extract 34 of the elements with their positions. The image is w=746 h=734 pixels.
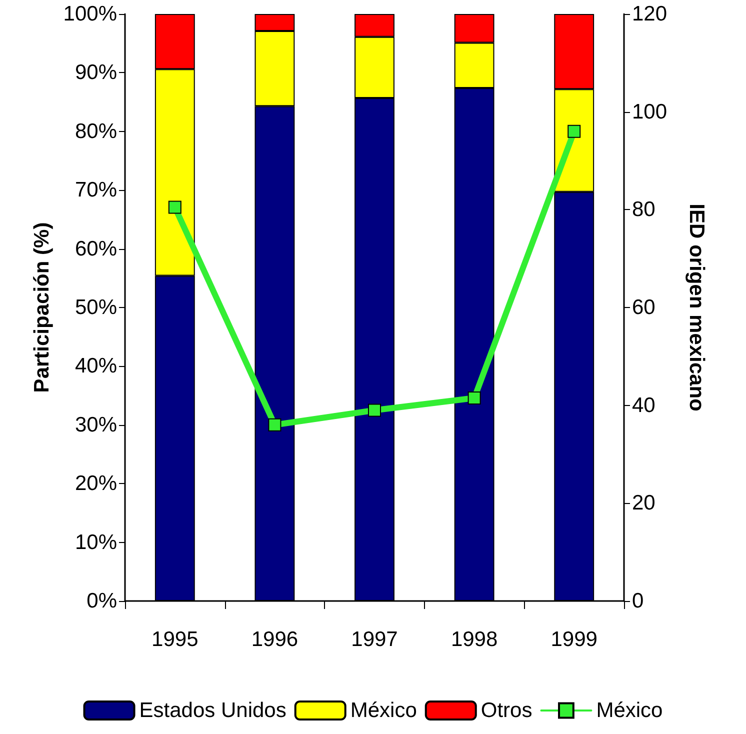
x-tick-label: 1998 (450, 628, 498, 651)
x-tick-label: 1999 (550, 628, 598, 651)
y2-tick-label: 40 (632, 394, 656, 417)
x-tick-label: 1995 (152, 628, 198, 651)
y-tick-label: 30% (74, 413, 117, 436)
x-tick-label: 1997 (351, 628, 398, 651)
y-tick-label: 40% (74, 354, 117, 378)
y-tick-label: 90% (74, 61, 117, 84)
point (368, 404, 381, 417)
point (168, 200, 182, 214)
y2-axis-title: IED origen mexicano (685, 204, 708, 412)
legend-label: Estados Unidos (139, 699, 286, 722)
y-axis-title: Participación (%) (30, 222, 54, 393)
y2-tick-label: 100 (632, 100, 668, 124)
y2-tick-label: 120 (632, 2, 668, 26)
y-tick-label: 80% (74, 120, 117, 143)
y2-tick-label: 20 (632, 492, 656, 515)
legend-label: México (350, 699, 417, 722)
legend-label: México (596, 699, 663, 722)
point (468, 391, 481, 404)
y2-tick-label: 80 (632, 198, 656, 222)
y-tick-label: 100% (63, 2, 117, 26)
y-tick-label: 10% (74, 530, 117, 554)
y-tick-label: 60% (74, 237, 117, 260)
y-tick-label: 20% (74, 472, 117, 496)
y-tick-label: 70% (74, 178, 117, 202)
point (568, 124, 581, 138)
y-tick-label: 50% (74, 296, 117, 319)
y-tick-label: 0% (86, 590, 117, 612)
x-tick-label: 1996 (251, 628, 298, 651)
y2-tick-label: 60 (632, 296, 656, 319)
point (268, 418, 282, 432)
legend-label: Otros (480, 699, 532, 722)
y2-tick-label: 0 (632, 590, 644, 612)
